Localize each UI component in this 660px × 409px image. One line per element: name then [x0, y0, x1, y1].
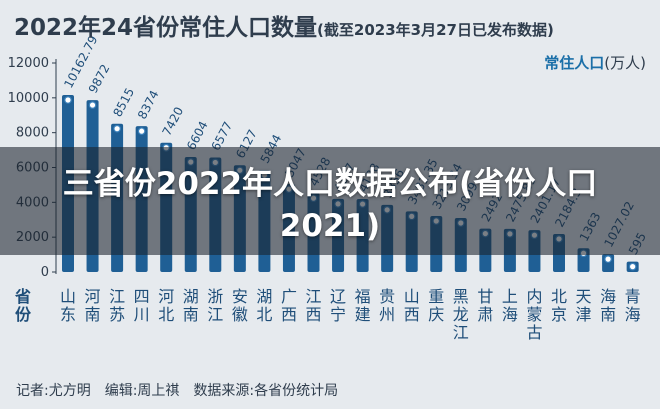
category-label: 津	[576, 305, 592, 324]
category-label: 建	[355, 305, 371, 324]
category-label: 四	[134, 287, 150, 306]
y-tick-label: 8000	[16, 126, 49, 141]
category-label: 海	[600, 287, 616, 306]
bar-marker	[628, 262, 637, 271]
category-label: 西	[305, 305, 321, 324]
category-label: 安	[232, 287, 248, 306]
category-label: 天	[576, 287, 592, 306]
footer-editor: 编辑:周上祺	[104, 383, 180, 399]
value-label: 8515	[110, 86, 137, 120]
category-label: 南	[85, 305, 101, 324]
value-label: 9872	[86, 62, 113, 96]
legend-label: 常住人口	[544, 54, 605, 72]
category-label: 江	[207, 305, 223, 324]
category-label: 蒙	[526, 305, 542, 324]
category-label: 山	[60, 287, 76, 306]
category-label: 江	[453, 323, 469, 342]
category-label: 徽	[232, 305, 248, 324]
title-main: 2022年24省份常住人口数量	[14, 15, 318, 41]
category-label: 山	[404, 287, 420, 306]
category-label: 西	[281, 305, 297, 324]
category-label: 古	[526, 323, 542, 342]
category-label: 黑	[453, 287, 469, 306]
category-label: 北	[256, 305, 272, 324]
category-label: 江	[305, 287, 321, 306]
category-label: 东	[60, 305, 76, 324]
legend: 常住人口(万人)	[544, 52, 646, 73]
category-label: 肃	[477, 305, 493, 324]
category-label: 海	[502, 305, 518, 324]
legend-unit: (万人)	[604, 54, 646, 72]
footer-credits: 记者:尤方明 编辑:周上祺 数据来源:各省份统计局	[16, 380, 352, 400]
category-label: 江	[109, 287, 125, 306]
overlay-banner	[0, 147, 660, 255]
category-label: 广	[281, 287, 297, 306]
y-tick-label: 10000	[8, 91, 49, 106]
category-label: 州	[379, 305, 395, 324]
bar-marker	[88, 101, 97, 109]
axis-prefix-label: 份	[15, 305, 32, 324]
category-label: 上	[502, 287, 518, 306]
chart-title: 2022年24省份常住人口数量(截至2023年3月27日已发布数据)	[14, 8, 554, 42]
value-label: 8374	[135, 88, 162, 122]
category-label: 宁	[330, 305, 346, 324]
category-label: 南	[183, 305, 199, 324]
category-label: 南	[600, 305, 616, 324]
overlay-headline: 三省份2022年人口数据公布(省份人口2021)	[62, 166, 598, 244]
category-label: 湖	[183, 287, 199, 306]
axis-prefix-label: 省	[14, 287, 31, 306]
category-label: 重	[428, 287, 444, 306]
bar-marker	[64, 96, 72, 104]
category-label: 龙	[453, 305, 469, 324]
category-label: 海	[625, 305, 641, 324]
category-label: 福	[355, 287, 371, 306]
category-label: 贵	[379, 287, 395, 306]
y-tick-label: 12000	[8, 56, 49, 71]
category-label: 川	[134, 305, 150, 324]
category-label: 湖	[256, 287, 272, 306]
category-label: 庆	[428, 305, 444, 324]
footer-source: 数据来源:各省份统计局	[193, 383, 339, 399]
y-tick-label: 0	[41, 265, 49, 280]
bar-marker	[137, 127, 146, 135]
category-label: 苏	[109, 305, 125, 324]
value-label: 7420	[159, 105, 186, 139]
category-label: 北	[551, 287, 567, 306]
category-label: 河	[158, 287, 174, 306]
category-label: 北	[158, 305, 174, 324]
bar-marker	[604, 255, 612, 263]
category-label: 浙	[207, 287, 223, 306]
category-label: 西	[404, 305, 420, 324]
category-label: 京	[551, 305, 567, 324]
title-subtitle: (截至2023年3月27日已发布数据)	[317, 21, 554, 39]
category-label: 内	[526, 287, 542, 306]
category-label: 青	[625, 287, 641, 306]
category-label: 甘	[477, 287, 493, 306]
bar-marker	[113, 124, 121, 133]
category-label: 辽	[330, 287, 346, 306]
category-label: 河	[85, 287, 101, 306]
footer-author: 记者:尤方明	[16, 383, 91, 399]
